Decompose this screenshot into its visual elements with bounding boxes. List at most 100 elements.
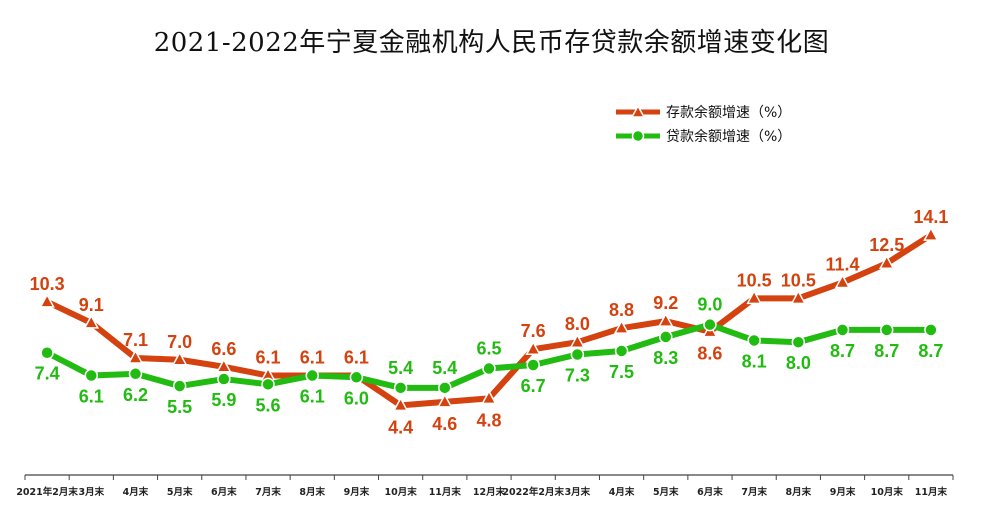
data-label: 6.0 (344, 388, 369, 408)
data-point (747, 333, 761, 348)
data-point (128, 367, 143, 381)
data-point (746, 289, 762, 305)
data-point (217, 372, 231, 386)
data-point (835, 323, 850, 337)
chart-title: 2021-2022年宁夏金融机构人民币存贷款余额增速变化图 (153, 28, 830, 58)
data-label: 8.0 (786, 353, 811, 373)
legend-circle-marker-icon (616, 129, 660, 143)
data-label: 9.2 (653, 293, 678, 313)
data-label: 8.7 (874, 341, 899, 361)
data-label: 7.0 (167, 332, 192, 352)
data-point (40, 345, 54, 360)
x-tick-label: 8月末 (786, 486, 812, 498)
data-label: 6.7 (521, 376, 546, 396)
data-point (127, 349, 144, 364)
data-label: 6.5 (476, 339, 501, 359)
x-tick-label: 6月末 (211, 486, 237, 498)
data-label: 6.2 (123, 385, 148, 405)
data-point (261, 377, 275, 392)
data-point (393, 381, 408, 395)
x-tick-label: 3月末 (565, 486, 591, 498)
data-point (790, 289, 807, 305)
data-label: 6.1 (256, 348, 281, 368)
data-label: 8.1 (742, 351, 767, 371)
data-label: 6.6 (211, 339, 236, 359)
x-tick-label: 3月末 (78, 486, 104, 498)
data-label: 10.5 (781, 270, 816, 290)
x-tick-label: 4月末 (609, 486, 635, 498)
legend-label-deposit: 存款余额增速（%） (666, 105, 792, 121)
x-tick-label: 9月末 (830, 486, 856, 498)
data-point (879, 323, 894, 337)
data-label: 8.3 (653, 348, 678, 368)
data-label: 8.0 (565, 314, 590, 334)
data-point (791, 335, 806, 349)
data-label: 9.1 (79, 295, 104, 315)
x-axis: 2021年2月末 3月末 4月末 5月末 6月末 7月末 8月末 9月末 10月末 11月末 12月… (16, 474, 954, 498)
data-label: 4.8 (476, 410, 501, 430)
data-label: 7.5 (609, 362, 634, 382)
data-label: 8.7 (918, 341, 943, 361)
x-tick-label: 9月末 (344, 486, 370, 498)
x-tick-label: 10月末 (871, 486, 904, 498)
legend-item-loan: 贷款余额增速（%） (614, 124, 791, 148)
data-label: 7.4 (35, 364, 60, 384)
data-label: 7.1 (123, 330, 148, 350)
data-point (526, 358, 540, 372)
data-label: 4.4 (388, 417, 413, 437)
x-tick-label: 2022年2月末 (502, 486, 564, 498)
data-label: 5.5 (167, 397, 192, 417)
data-point (659, 330, 673, 344)
x-tick-label: 5月末 (167, 486, 193, 498)
data-label: 4.6 (432, 414, 457, 434)
data-point (878, 254, 895, 269)
data-label: 6.1 (344, 348, 369, 368)
data-label: 14.1 (913, 207, 948, 227)
x-tick-label: 2021年2月末 (16, 486, 78, 498)
legend: 存款余额增速（%） 贷款余额增速（%） (614, 100, 791, 148)
data-point (703, 317, 717, 332)
data-label: 8.7 (830, 341, 855, 361)
series-layer (39, 226, 939, 412)
data-label: 5.4 (388, 358, 413, 378)
data-point (570, 347, 585, 362)
data-point (569, 333, 586, 348)
data-point (924, 323, 938, 337)
x-tick-label: 4月末 (123, 486, 149, 498)
data-label: 7.3 (565, 365, 590, 385)
data-point (613, 319, 630, 334)
data-point (39, 293, 55, 308)
data-label: 6.1 (300, 348, 325, 368)
data-label: 12.5 (869, 235, 904, 255)
x-tick-label: 10月末 (385, 486, 418, 498)
data-point (171, 351, 188, 366)
legend-triangle-marker-icon (616, 104, 660, 118)
x-tick-label: 7月末 (741, 486, 767, 498)
x-tick-label: 8月末 (299, 486, 325, 498)
x-tick-label: 11月末 (915, 486, 948, 498)
data-label: 5.4 (432, 358, 457, 378)
legend-label-loan: 贷款余额增速（%） (666, 129, 792, 145)
data-label: 8.8 (609, 300, 634, 320)
data-point (437, 393, 453, 408)
data-point (438, 381, 452, 395)
data-point (482, 361, 496, 376)
data-label: 6.1 (79, 387, 104, 407)
data-label: 10.3 (30, 274, 65, 294)
data-label: 9.0 (697, 295, 722, 315)
data-label: 8.6 (697, 344, 722, 364)
data-point (84, 368, 99, 383)
data-label: 5.6 (256, 395, 281, 415)
data-labels-layer: 10.3 9.1 7.1 7.0 6.6 6.1 6.1 6.1 4.4 4.6 4.8 7.6 8.0… (30, 207, 949, 437)
x-tick-label: 6月末 (697, 486, 723, 498)
data-point (658, 312, 674, 327)
x-tick-label: 11月末 (429, 486, 462, 498)
data-point (481, 389, 497, 405)
x-tick-label: 7月末 (255, 486, 281, 498)
data-point (834, 273, 851, 289)
data-label: 7.6 (521, 321, 546, 341)
data-label: 5.9 (211, 390, 236, 410)
data-point (349, 370, 364, 385)
data-point (923, 226, 939, 241)
